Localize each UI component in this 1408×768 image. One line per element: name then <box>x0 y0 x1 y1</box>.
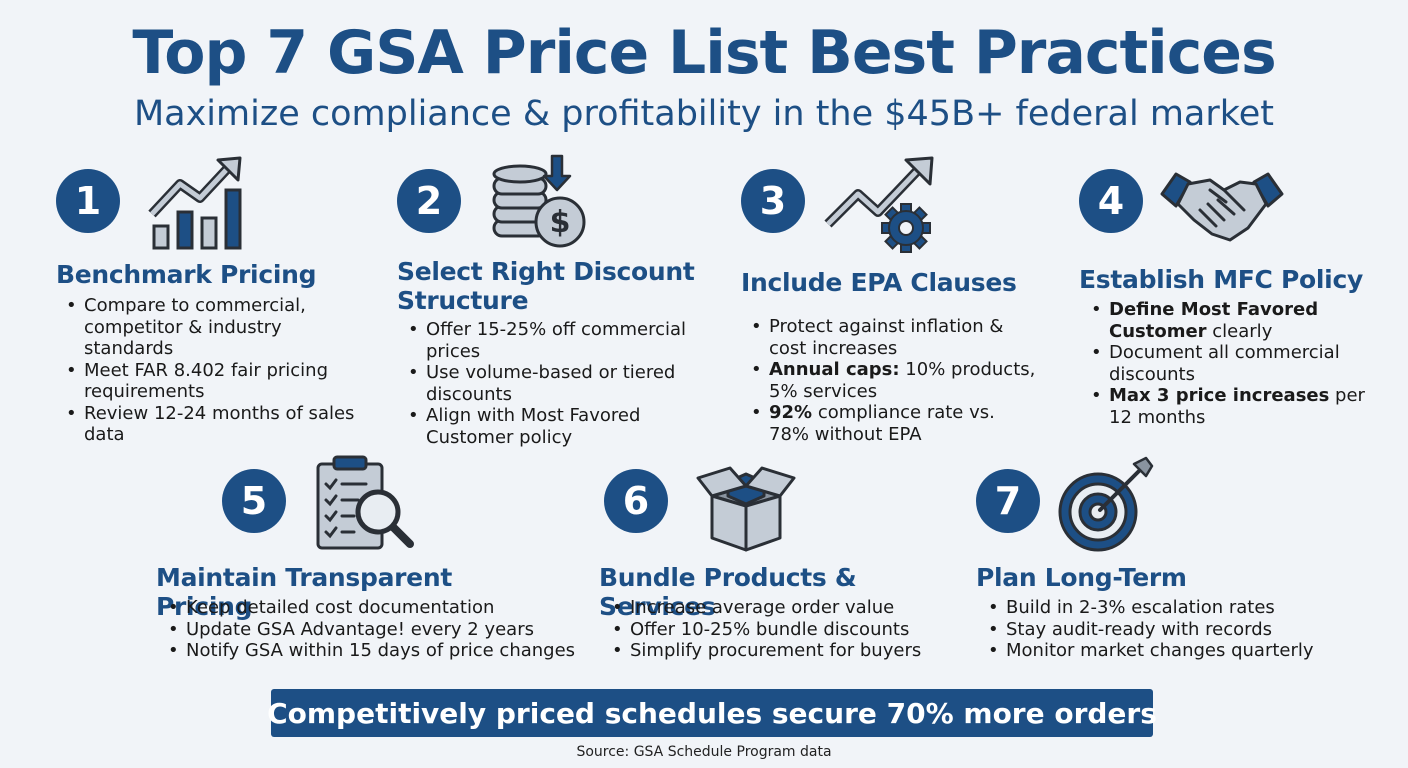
practice-bullets: Keep detailed cost documentation Update … <box>164 597 584 662</box>
practice-bullets: Protect against inflation & cost increas… <box>747 316 1037 445</box>
bullet-item: Meet FAR 8.402 fair pricing requirements <box>62 360 362 403</box>
clipboard-magnifier-icon <box>314 454 418 556</box>
page-title: Top 7 GSA Price List Best Practices <box>132 18 1276 88</box>
bar-chart-growth-icon <box>148 154 248 256</box>
svg-text:$: $ <box>550 205 571 240</box>
bullet-item: Max 3 price increases per 12 months <box>1087 385 1367 428</box>
bullet-item: Offer 15-25% off commercial prices <box>404 319 704 362</box>
bullet-item: Align with Most Favored Customer policy <box>404 405 704 448</box>
practice-bullets: Build in 2-3% escalation rates Stay audi… <box>984 597 1344 662</box>
bullet-item: Monitor market changes quarterly <box>984 640 1344 662</box>
practice-title: Include EPA Clauses <box>741 268 1017 297</box>
handshake-icon <box>1160 168 1284 252</box>
practice-number: 7 <box>976 469 1040 533</box>
practice-title: Plan Long-Term <box>976 563 1187 592</box>
bullet-item: Use volume-based or tiered discounts <box>404 362 704 405</box>
bullet-item: Keep detailed cost documentation <box>164 597 584 619</box>
summary-banner: Competitively priced schedules secure 70… <box>267 689 1157 737</box>
bullet-item: Increase average order value <box>608 597 948 619</box>
bullet-item: Define Most Favored Customer clearly <box>1087 299 1367 342</box>
practice-number: 4 <box>1079 169 1143 233</box>
open-box-icon <box>694 458 798 558</box>
target-arrow-icon <box>1056 456 1156 558</box>
practice-number: 1 <box>56 169 120 233</box>
bullet-item: Annual caps: 10% products, 5% services <box>747 359 1037 402</box>
practice-title: Benchmark Pricing <box>56 260 317 289</box>
source-note: Source: GSA Schedule Program data <box>576 744 832 760</box>
practice-number: 5 <box>222 469 286 533</box>
trend-gear-icon <box>822 154 940 258</box>
bullet-item: Simplify procurement for buyers <box>608 640 948 662</box>
practice-number: 3 <box>741 169 805 233</box>
bullet-item: 92% compliance rate vs. 78% without EPA <box>747 402 1037 445</box>
bullet-item: Document all commercial discounts <box>1087 342 1367 385</box>
practice-bullets: Define Most Favored Customer clearly Doc… <box>1087 299 1367 428</box>
bullet-item: Update GSA Advantage! every 2 years <box>164 619 584 641</box>
coins-dollar-icon: $ <box>490 154 590 254</box>
bullet-item: Protect against inflation & cost increas… <box>747 316 1037 359</box>
bullet-item: Stay audit-ready with records <box>984 619 1344 641</box>
practice-title: Establish MFC Policy <box>1079 265 1363 294</box>
bullet-item: Compare to commercial, competitor & indu… <box>62 295 362 360</box>
practice-bullets: Offer 15-25% off commercial prices Use v… <box>404 319 704 448</box>
bullet-item: Offer 10-25% bundle discounts <box>608 619 948 641</box>
bullet-item: Notify GSA within 15 days of price chang… <box>164 640 584 662</box>
page-subtitle: Maximize compliance & profitability in t… <box>133 94 1275 134</box>
bullet-item: Build in 2-3% escalation rates <box>984 597 1344 619</box>
bullet-item: Review 12-24 months of sales data <box>62 403 362 446</box>
practice-title: Select Right Discount Structure <box>397 257 695 315</box>
practice-number: 2 <box>397 169 461 233</box>
practice-number: 6 <box>604 469 668 533</box>
practice-bullets: Compare to commercial, competitor & indu… <box>62 295 362 446</box>
practice-bullets: Increase average order value Offer 10-25… <box>608 597 948 662</box>
